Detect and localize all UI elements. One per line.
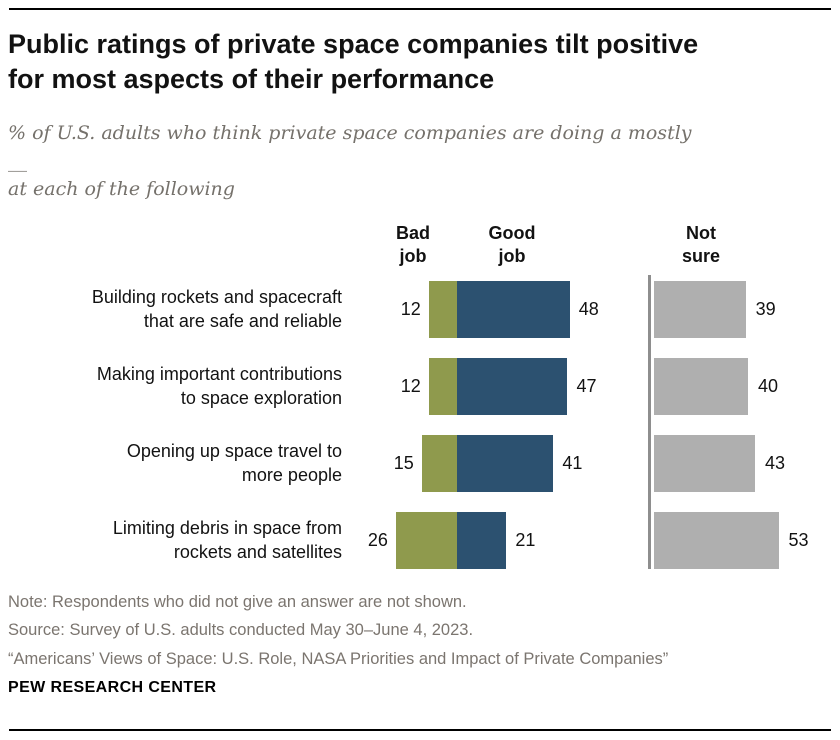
not-sure-axis-line <box>648 275 651 569</box>
not-sure-value: 53 <box>788 530 809 550</box>
chart-row: Making important contributions to space … <box>0 348 840 425</box>
bad-job-value: 12 <box>400 376 421 396</box>
bad-job-bar <box>428 281 457 338</box>
chart-row: Limiting debris in space from rockets an… <box>0 502 840 579</box>
chart-subtitle: % of U.S. adults who think private space… <box>8 122 692 201</box>
bad-job-value: 26 <box>367 530 388 550</box>
bad-job-bar <box>428 358 457 415</box>
chart-row: Building rockets and spacecraft that are… <box>0 271 840 348</box>
chart-row: Opening up space travel to more people 15… <box>0 425 840 502</box>
category-label: Limiting debris in space from rockets an… <box>112 517 342 562</box>
good-job-value: 41 <box>562 453 583 473</box>
good-job-bar <box>457 281 570 338</box>
page-title: Public ratings of private space companie… <box>8 29 699 95</box>
category-label: Making important contributions to space … <box>96 363 342 408</box>
good-job-column-header: Good job <box>488 223 536 266</box>
good-job-bar <box>457 435 554 492</box>
category-label: Building rockets and spacecraft that are… <box>91 286 342 331</box>
not-sure-value: 43 <box>765 453 786 473</box>
good-job-bar <box>457 512 507 569</box>
bad-job-value: 12 <box>400 299 421 319</box>
chart-notes: Note: Respondents who did not give an an… <box>8 588 668 673</box>
bad-job-bar <box>395 512 457 569</box>
chart-rows: Building rockets and spacecraft that are… <box>0 271 840 579</box>
top-rule <box>9 8 831 10</box>
good-job-value: 47 <box>576 376 597 396</box>
bad-job-bar <box>421 435 457 492</box>
not-sure-bar <box>654 512 779 569</box>
note-line: Note: Respondents who did not give an an… <box>8 593 467 611</box>
not-sure-bar <box>654 435 756 492</box>
good-job-bar <box>457 358 568 415</box>
not-sure-column-header: Not sure <box>681 223 721 266</box>
good-job-value: 48 <box>578 299 599 319</box>
not-sure-value: 39 <box>755 299 776 319</box>
not-sure-bar <box>654 358 748 415</box>
category-label: Opening up space travel to more people <box>126 440 342 485</box>
bad-job-column-header: Bad job <box>395 223 430 266</box>
not-sure-value: 40 <box>758 376 779 396</box>
report-title-line: “Americans’ Views of Space: U.S. Role, N… <box>8 649 669 668</box>
good-job-value: 21 <box>515 530 536 550</box>
not-sure-bar <box>654 281 746 338</box>
diverging-bar-chart: Bad job Good job Not sure Building rocke… <box>0 215 840 585</box>
pew-research-center-wordmark: PEW RESEARCH CENTER <box>8 679 217 696</box>
source-line: Source: Survey of U.S. adults conducted … <box>8 621 474 640</box>
bottom-rule <box>9 729 831 731</box>
bad-job-value: 15 <box>393 453 414 473</box>
